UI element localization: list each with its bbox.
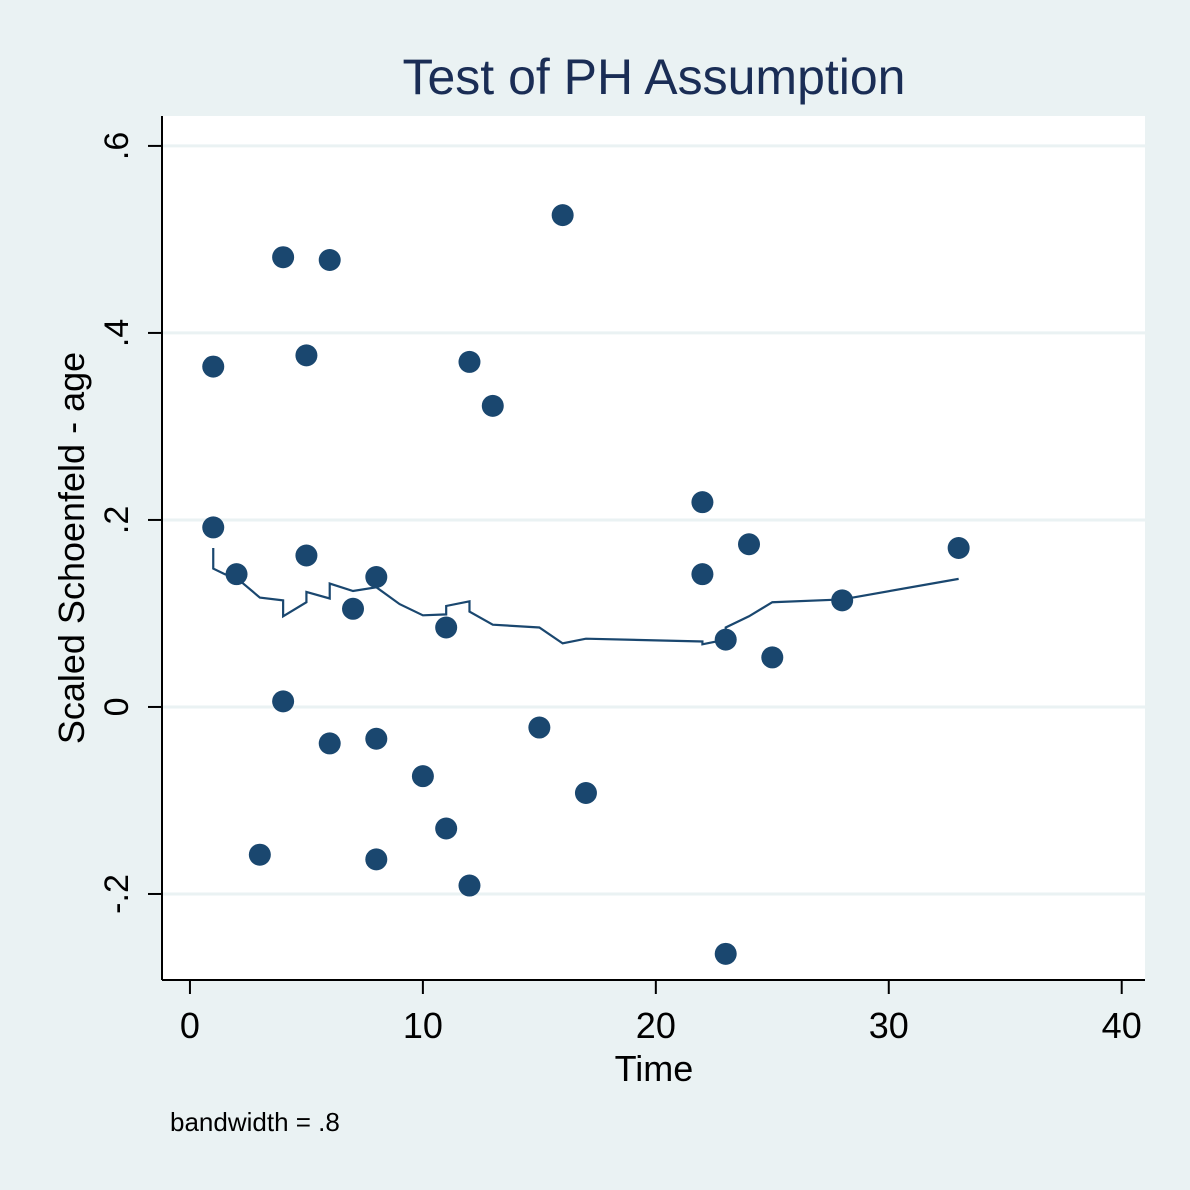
data-point: [714, 628, 737, 651]
data-point: [831, 589, 854, 612]
gridlines: [162, 144, 1145, 896]
data-point: [318, 732, 341, 755]
data-point: [481, 394, 504, 417]
data-point: [295, 544, 318, 567]
data-point: [202, 516, 225, 539]
scatter-points: [202, 204, 970, 965]
data-point: [574, 781, 597, 804]
x-tick-label: 10: [403, 1005, 443, 1046]
data-point: [528, 716, 551, 739]
y-axis-label: Scaled Schoenfeld - age: [51, 352, 92, 744]
data-point: [202, 355, 225, 378]
data-point: [318, 249, 341, 271]
x-tick-label: 40: [1102, 1005, 1142, 1046]
data-point: [738, 533, 761, 556]
data-point: [248, 843, 271, 866]
data-point: [435, 817, 458, 840]
data-point: [435, 616, 458, 639]
data-point: [365, 848, 388, 871]
x-tick-label: 20: [636, 1005, 676, 1046]
x-tick-label: 0: [180, 1005, 200, 1046]
data-point: [272, 246, 295, 269]
y-tick-label: .2: [98, 506, 136, 534]
data-point: [691, 563, 714, 586]
y-tick-label: 0: [98, 698, 136, 717]
data-point: [458, 874, 481, 897]
x-axis-label: Time: [615, 1048, 694, 1089]
chart-title: Test of PH Assumption: [402, 49, 905, 105]
data-point: [458, 350, 481, 373]
data-point: [947, 537, 970, 559]
axis-ticks: -.2 0 .2 .4 .6 0 10 20 30 40: [98, 132, 1142, 1046]
data-point: [714, 942, 737, 965]
x-tick-label: 30: [869, 1005, 909, 1046]
data-point: [691, 491, 714, 514]
data-point: [342, 597, 365, 620]
y-tick-label: .6: [98, 132, 136, 160]
data-point: [365, 727, 388, 750]
data-point: [551, 204, 574, 227]
data-point: [761, 646, 784, 669]
y-tick-label: .4: [98, 319, 136, 347]
data-point: [365, 565, 388, 588]
data-point: [411, 765, 434, 788]
axes: [161, 116, 1145, 981]
data-point: [225, 563, 248, 586]
bandwidth-note: bandwidth = .8: [170, 1107, 340, 1137]
data-point: [272, 690, 295, 713]
y-tick-label: -.2: [98, 874, 136, 914]
data-point: [295, 344, 318, 367]
